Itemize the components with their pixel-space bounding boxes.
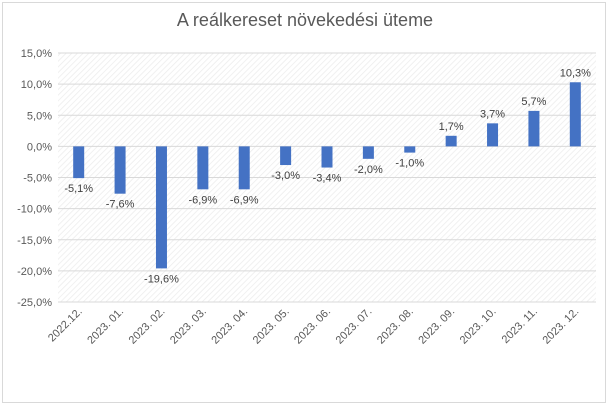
data-label: -6,9% xyxy=(230,194,259,206)
bar xyxy=(445,135,457,147)
bars xyxy=(73,82,581,269)
data-label: -3,0% xyxy=(271,170,300,182)
bar xyxy=(362,146,374,159)
x-tick-label: 2023. 07. xyxy=(334,306,375,347)
bar xyxy=(487,123,499,147)
data-label: -1,0% xyxy=(395,158,424,170)
y-tick-label: 0,0% xyxy=(27,141,52,153)
data-label: -7,6% xyxy=(106,199,135,211)
chart-title: A reálkereset növekedési üteme xyxy=(176,10,434,30)
bar xyxy=(197,146,209,190)
x-tick-label: 2023. 01. xyxy=(85,306,126,347)
x-tick-label: 2022.12. xyxy=(46,306,85,345)
data-label: -2,0% xyxy=(354,164,383,176)
data-label: 5,7% xyxy=(521,96,546,108)
bar xyxy=(528,110,540,147)
y-tick-label: -20,0% xyxy=(17,266,52,278)
x-tick-label: 2023. 11. xyxy=(500,306,540,346)
bar xyxy=(73,146,85,179)
y-tick-label: -10,0% xyxy=(17,204,52,216)
data-label: 1,7% xyxy=(439,121,464,133)
data-label: -19,6% xyxy=(144,273,179,285)
y-tick-label: 15,0% xyxy=(21,48,52,60)
x-tick-label: 2023. 10. xyxy=(458,306,499,347)
x-tick-label: 2023. 05. xyxy=(251,306,292,347)
y-tick-label: -5,0% xyxy=(23,173,52,185)
x-tick-label: 2023. 06. xyxy=(292,306,333,347)
data-label: -3,4% xyxy=(313,173,342,185)
bar xyxy=(404,146,416,153)
y-tick-label: 5,0% xyxy=(27,110,52,122)
data-label: 3,7% xyxy=(480,108,505,120)
bar xyxy=(321,146,333,168)
x-axis: 2022.12. 2023. 01. 2023. 02. 2023. 03. 2023.… xyxy=(46,306,581,347)
bar xyxy=(238,146,250,190)
x-tick-label: 2023. 03. xyxy=(168,306,209,347)
data-label: -5,1% xyxy=(64,183,93,195)
y-tick-label: -15,0% xyxy=(17,235,52,247)
x-tick-label: 2023. 08. xyxy=(375,306,416,347)
bar xyxy=(155,146,167,269)
x-tick-label: 2023. 09. xyxy=(416,306,457,347)
bar xyxy=(114,146,126,194)
data-label: -6,9% xyxy=(188,194,217,206)
y-axis: 15,0% 10,0% 5,0% 0,0% -5,0% -10,0% -15,0% -20,0… xyxy=(17,48,52,309)
data-labels: -5,1% -7,6% -19,6% -6,9% -6,9% -3,0% -3,4% -2,0… xyxy=(64,67,591,285)
y-tick-label: -25,0% xyxy=(17,297,52,309)
bar xyxy=(569,82,581,147)
bar xyxy=(280,146,292,166)
x-tick-label: 2023. 04. xyxy=(209,306,250,347)
x-tick-label: 2023. 12. xyxy=(541,306,582,347)
y-tick-label: 10,0% xyxy=(21,79,52,91)
x-tick-label: 2023. 02. xyxy=(127,306,168,347)
data-label: 10,3% xyxy=(560,67,591,79)
